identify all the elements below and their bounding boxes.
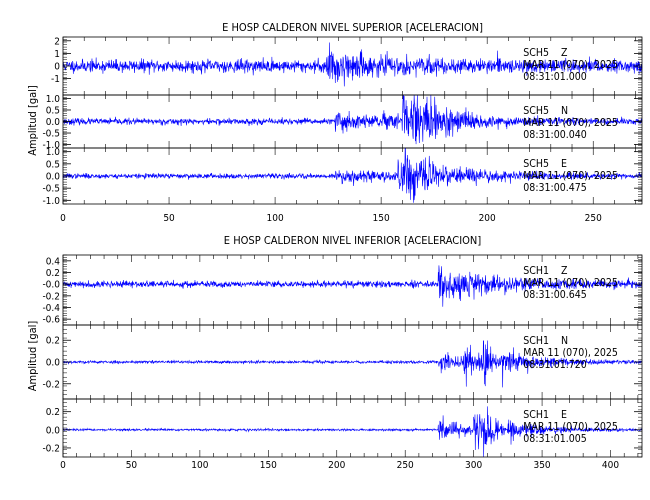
component-code: E [561,409,567,421]
y-tick-label: 1 [54,49,60,60]
y-tick-label: -0.5 [42,184,60,195]
waveform-line [62,340,643,388]
y-tick-label: 0.2 [46,268,60,279]
record-date: MAR 11 (070), 2025 [523,117,618,129]
station-code: SCH5 [523,47,549,59]
waveform-line [62,42,643,87]
record-date: MAR 11 (070), 2025 [523,421,618,433]
station-label: SCH1 Z [523,265,568,277]
station-code: SCH1 [523,409,549,421]
chart-panel-2: E HOSP CALDERON NIVEL INFERIOR [ACELERAC… [26,234,643,471]
x-tick-label: 50 [163,213,175,224]
y-tick-label: -0.5 [42,129,60,140]
x-tick-label: 0 [60,213,66,224]
record-date: MAR 11 (070), 2025 [523,347,618,359]
record-date: MAR 11 (070), 2025 [523,170,618,182]
x-tick-label: 300 [465,460,482,471]
y-tick-label: 1.0 [46,94,61,105]
y-tick-label: 0.0 [46,358,61,369]
component-code: Z [561,265,568,277]
y-tick-label: -1 [51,74,60,85]
station-code: SCH5 [523,105,549,117]
station-label: SCH5 Z [523,47,568,59]
record-date: MAR 11 (070), 2025 [523,59,618,71]
x-tick-label: 200 [479,213,496,224]
y-tick-label: 0.0 [46,425,61,436]
record-time: 08:31:00.645 [523,289,586,301]
station-label: SCH1 N [523,335,568,347]
y-tick-label: 0.2 [46,407,60,418]
y-tick-label: -1.0 [42,196,60,207]
record-time: 08:31:01.000 [523,71,586,83]
waveform-line [62,265,643,307]
chart-title: E HOSP CALDERON NIVEL INFERIOR [ACELERAC… [224,234,482,247]
station-code: SCH1 [523,265,549,277]
component-code: Z [561,47,568,59]
y-tick-label: -0.6 [42,315,60,326]
record-date: MAR 11 (070), 2025 [523,277,618,289]
station-code: SCH5 [523,158,549,170]
y-tick-label: -1.0 [42,140,60,151]
station-label: SCH1 E [523,409,567,421]
y-tick-label: 0.5 [46,159,60,170]
x-tick-label: 200 [328,460,345,471]
component-code: N [561,105,568,117]
record-time: 08:31:01.720 [523,359,586,371]
waveform-line [62,147,643,203]
y-tick-label: 0.0 [46,117,61,128]
y-tick-label: 0.0 [46,172,61,183]
y-tick-label: 0.5 [46,105,60,116]
x-tick-label: 150 [373,213,390,224]
waveform-line [62,94,643,145]
x-tick-label: 0 [60,460,66,471]
x-tick-label: 250 [585,213,602,224]
y-tick-label: -0.0 [42,280,60,291]
component-code: N [561,335,568,347]
y-tick-label: -0.2 [42,379,60,390]
record-time: 08:31:01.005 [523,433,586,445]
y-tick-label: -0.4 [42,303,60,314]
y-tick-label: 0.2 [46,336,60,347]
x-tick-label: 250 [397,460,414,471]
y-tick-label: -0.2 [42,443,60,454]
station-code: SCH1 [523,335,549,347]
station-label: SCH5 E [523,158,567,170]
x-tick-label: 100 [267,213,284,224]
x-tick-label: 50 [126,460,138,471]
chart-title: E HOSP CALDERON NIVEL SUPERIOR [ACELERAC… [222,21,483,34]
y-tick-label: 1.0 [46,147,61,158]
x-tick-label: 150 [260,460,277,471]
component-code: E [561,158,567,170]
waveform-line [62,406,643,458]
record-time: 08:31:00.475 [523,182,586,194]
y-axis-label: Amplitud [gal] [26,85,39,156]
y-tick-label: -0.2 [42,291,60,302]
x-tick-label: 350 [533,460,550,471]
x-tick-label: 100 [191,460,208,471]
y-tick-label: 0.4 [46,256,61,267]
record-time: 08:31:00.040 [523,129,586,141]
chart-panel-1: E HOSP CALDERON NIVEL SUPERIOR [ACELERAC… [26,21,643,224]
y-axis-label: Amplitud [gal] [26,321,39,392]
y-tick-label: 0 [54,62,60,73]
station-label: SCH5 N [523,105,568,117]
x-tick-label: 400 [602,460,619,471]
y-tick-label: 2 [54,36,60,47]
